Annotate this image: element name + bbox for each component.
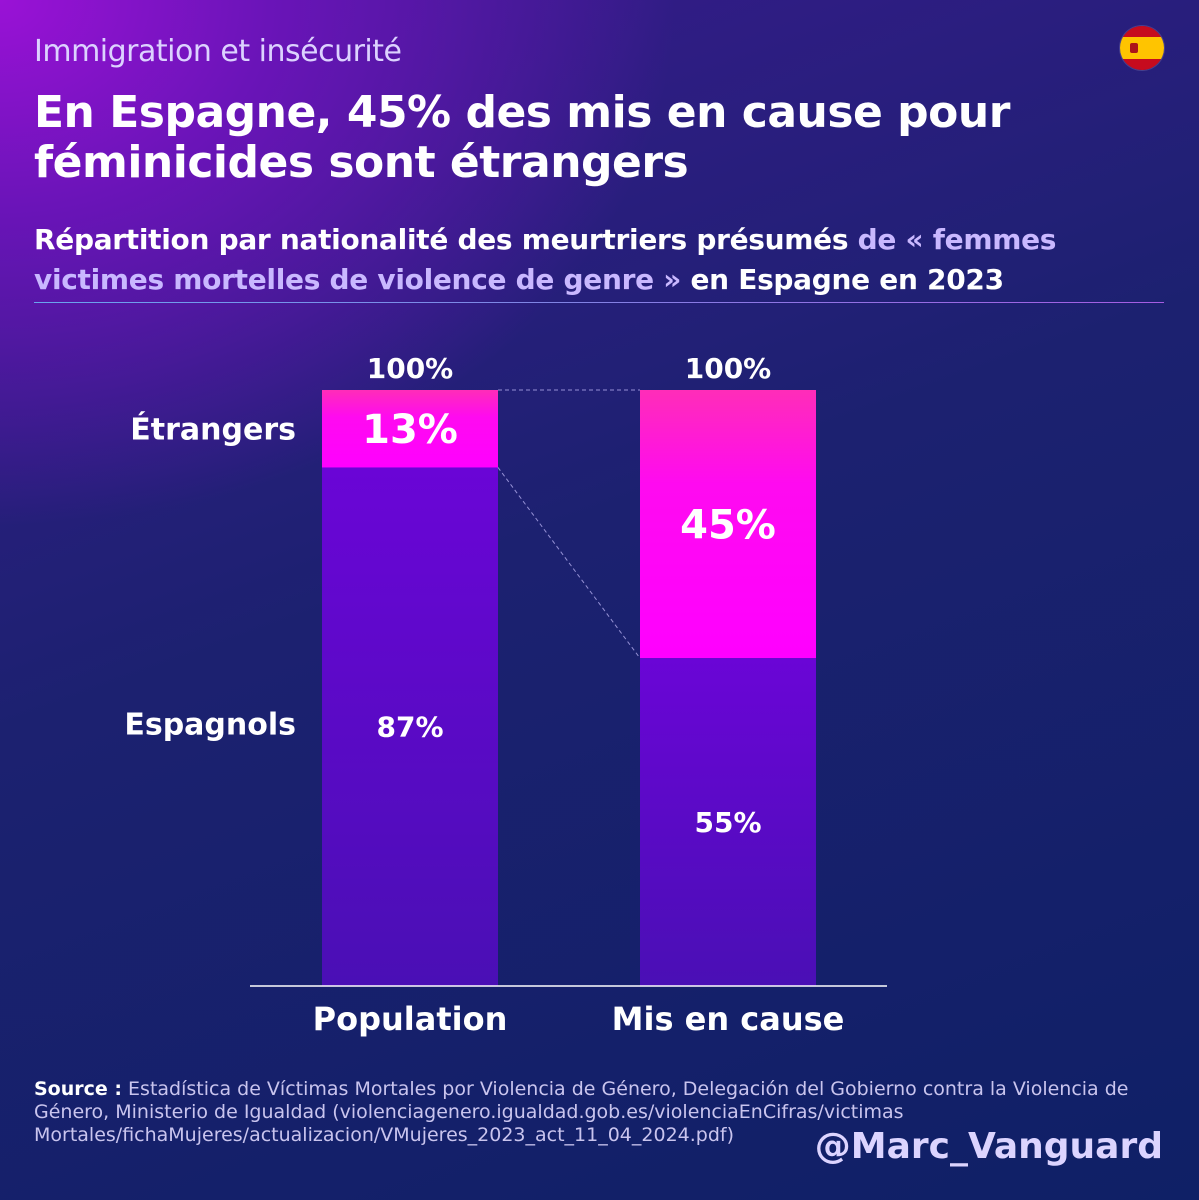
- category-label-1: Mis en cause: [612, 1000, 845, 1038]
- chart-subtitle: Répartition par nationalité des meurtrie…: [34, 220, 1154, 300]
- bar-etrangers-0: [322, 390, 498, 468]
- bar-espagnols-0: [322, 467, 498, 987]
- series-label-etrangers: Étrangers: [130, 412, 296, 448]
- kicker-text: Immigration et insécurité: [34, 34, 402, 69]
- divider-line: [34, 302, 1164, 303]
- spain-flag-icon: [1120, 26, 1164, 70]
- source-label: Source :: [34, 1078, 122, 1100]
- page-title: En Espagne, 45% des mis en cause pour fé…: [34, 87, 1010, 188]
- connector-split: [497, 467, 641, 659]
- source-note: Source : Estadística de Víctimas Mortale…: [34, 1078, 1144, 1147]
- total-label-1: 100%: [685, 352, 772, 385]
- subtitle-part-1: Répartition par nationalité des meurtrie…: [34, 223, 849, 256]
- bar-etrangers-1: [640, 390, 816, 659]
- value-label-etrangers-1: 45%: [680, 503, 776, 549]
- value-label-etrangers-0: 13%: [362, 407, 458, 453]
- value-label-espagnols-0: 87%: [376, 711, 443, 744]
- bar-espagnols-1: [640, 658, 816, 986]
- author-handle: @Marc_Vanguard: [814, 1126, 1163, 1167]
- source-text: Estadística de Víctimas Mortales por Vio…: [34, 1078, 1129, 1146]
- category-label-0: Population: [313, 1000, 508, 1038]
- subtitle-part-2: de « femmes victimes mortelles de violen…: [34, 223, 1057, 296]
- series-label-espagnols: Espagnols: [124, 708, 296, 743]
- subtitle-part-3: en Espagne en 2023: [690, 263, 1004, 296]
- value-label-espagnols-1: 55%: [694, 806, 761, 839]
- total-label-0: 100%: [367, 352, 454, 385]
